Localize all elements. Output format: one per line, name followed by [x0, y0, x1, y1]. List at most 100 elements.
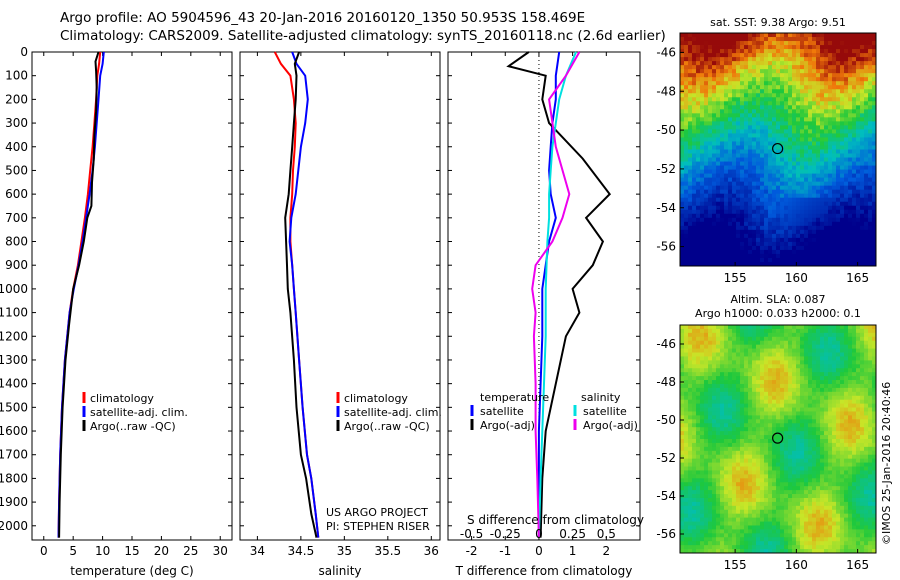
- map-cell: [844, 229, 849, 235]
- y-tick-label: 0: [20, 45, 28, 59]
- map-cell: [808, 470, 813, 475]
- map-cell: [860, 141, 865, 146]
- map-cell: [792, 45, 797, 50]
- map-cell: [752, 257, 757, 263]
- map-cell: [804, 411, 809, 416]
- map-cell: [832, 325, 837, 330]
- map-cell: [844, 328, 849, 334]
- map-cell: [708, 419, 713, 424]
- map-cell: [688, 185, 693, 191]
- map-cell: [724, 121, 729, 126]
- map-cell: [828, 439, 833, 444]
- map-cell: [836, 33, 841, 38]
- map-cell: [704, 169, 709, 175]
- map-cell: [712, 454, 717, 460]
- map-cell: [860, 121, 865, 126]
- map-cell: [824, 77, 829, 82]
- map-cell: [828, 125, 833, 130]
- map-cell: [860, 69, 865, 74]
- map-cell: [728, 145, 733, 150]
- map-cell: [764, 193, 769, 199]
- map-cell: [732, 229, 737, 235]
- map-cell: [800, 257, 805, 263]
- map-cell: [796, 407, 801, 412]
- map-cell: [828, 205, 833, 211]
- map-cell: [744, 181, 749, 187]
- map-cell: [712, 177, 717, 183]
- map-cell: [680, 57, 685, 62]
- map-cell: [756, 257, 761, 263]
- map-cell: [704, 474, 709, 479]
- map-cell: [856, 446, 861, 452]
- map-cell: [864, 462, 869, 467]
- map-cell: [724, 89, 729, 94]
- map-cell: [740, 217, 745, 223]
- map-cell: [792, 233, 797, 239]
- map-cell: [764, 177, 769, 183]
- map-cell: [712, 249, 717, 255]
- map-cell: [816, 427, 821, 432]
- map-cell: [680, 113, 685, 118]
- map-cell: [744, 153, 749, 158]
- map-cell: [872, 165, 877, 170]
- map-cell: [740, 446, 745, 452]
- map-cell: [856, 419, 861, 424]
- map-cell: [820, 197, 825, 203]
- map-cell: [680, 49, 685, 54]
- map-cell: [764, 69, 769, 74]
- map-cell: [812, 407, 817, 412]
- map-cell: [752, 137, 757, 142]
- map-cell: [772, 153, 777, 158]
- map-cell: [696, 181, 701, 187]
- map-cell: [740, 458, 745, 463]
- map-cell: [744, 340, 749, 346]
- map-cell: [752, 387, 757, 393]
- map-cell: [756, 356, 761, 361]
- map-cell: [828, 65, 833, 70]
- map-cell: [804, 225, 809, 231]
- map-cell: [812, 253, 817, 259]
- map-cell: [760, 61, 765, 66]
- map-cell: [740, 181, 745, 187]
- map-cell: [784, 69, 789, 74]
- map-cell: [692, 442, 697, 448]
- map-cell: [784, 233, 789, 239]
- map-cell: [756, 368, 761, 373]
- map-cell: [760, 391, 765, 397]
- map-cell: [732, 336, 737, 342]
- map-cell: [684, 352, 689, 357]
- map-cell: [684, 431, 689, 436]
- map-cell: [796, 65, 801, 70]
- map-cell: [768, 129, 773, 134]
- map-cell: [696, 249, 701, 255]
- map-cell: [744, 125, 749, 130]
- map-cell: [848, 372, 853, 377]
- map-cell: [712, 325, 717, 330]
- map-cell: [840, 129, 845, 134]
- map-cell: [780, 229, 785, 235]
- map-cell: [864, 161, 869, 166]
- map-cell: [812, 352, 817, 357]
- map-cell: [760, 364, 765, 369]
- map-cell: [816, 383, 821, 389]
- map-cell: [848, 387, 853, 393]
- map-cell: [860, 423, 865, 428]
- map-cell: [852, 431, 857, 436]
- map-cell: [808, 121, 813, 126]
- map-cell: [872, 77, 877, 82]
- map-cell: [680, 348, 685, 353]
- map-cell: [856, 356, 861, 361]
- map-cell: [872, 407, 877, 412]
- map-cell: [704, 399, 709, 405]
- map-cell: [768, 61, 773, 66]
- map-cell: [812, 462, 817, 467]
- map-cell: [796, 395, 801, 401]
- map-cell: [740, 105, 745, 110]
- map-cell: [728, 185, 733, 191]
- map-cell: [752, 133, 757, 138]
- map-cell: [832, 470, 837, 475]
- map-cell: [816, 41, 821, 46]
- map-cell: [688, 340, 693, 346]
- map-cell: [844, 157, 849, 162]
- map-cell: [700, 177, 705, 183]
